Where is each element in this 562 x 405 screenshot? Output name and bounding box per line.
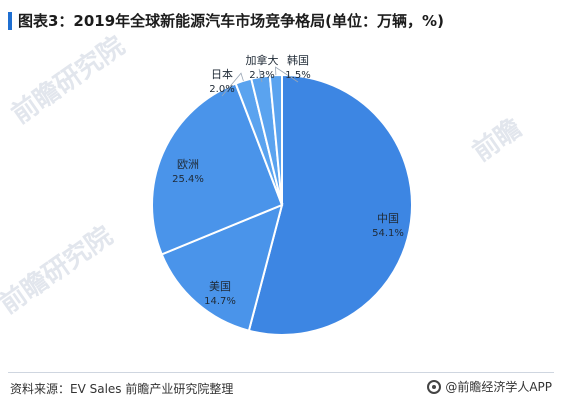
pie-label-value-2: 25.4% (172, 174, 204, 185)
brand-label: @前瞻经济学人APP (445, 380, 552, 394)
brand: @前瞻经济学人APP (427, 378, 552, 395)
chart-title: 图表3：2019年全球新能源汽车市场竞争格局(单位：万辆，%) (18, 12, 444, 30)
pie-chart: 中国 54.1% 美国 14.7% 欧洲 25.4% 日本 2.0% 加拿大 2.3% 韩国 1.5% (151, 53, 413, 336)
title-accent (8, 12, 12, 30)
pie-label-name-1: 美国 (209, 280, 231, 293)
brand-logo-icon (427, 379, 442, 394)
pie-leader-line-3 (221, 72, 244, 97)
pie-label-name-3: 日本 (211, 67, 233, 81)
pie-label-name-4: 加拿大 (246, 53, 279, 67)
source-note: 资料来源：EV Sales 前瞻产业研究院整理 (10, 382, 234, 396)
pie-slice-0 (247, 73, 413, 336)
pie-leader-lines (221, 66, 299, 97)
pie-slice-2 (151, 82, 284, 256)
pie-slice-1 (160, 203, 284, 332)
pie-label-value-5: 1.5% (285, 70, 310, 81)
pie-leader-line-4 (258, 68, 263, 83)
pie-labels: 中国 54.1% 美国 14.7% 欧洲 25.4% 日本 2.0% 加拿大 2.3% 韩国 1.5% (172, 53, 404, 307)
title-bar: 图表3：2019年全球新能源汽车市场竞争格局(单位：万辆，%) (0, 0, 562, 40)
pie-label-value-0: 54.1% (372, 228, 404, 239)
pie-label-value-3: 2.0% (209, 84, 234, 95)
pie-label-value-4: 2.3% (249, 70, 274, 81)
pie-label-value-1: 14.7% (204, 296, 236, 307)
footer-divider (8, 372, 554, 373)
footer: 资料来源：EV Sales 前瞻产业研究院整理 @前瞻经济学人APP (0, 372, 562, 405)
pie-label-name-0: 中国 (377, 212, 399, 225)
pie-leader-line-5 (275, 66, 299, 83)
pie-label-name-5: 韩国 (287, 53, 309, 67)
pie-label-name-2: 欧洲 (177, 158, 199, 171)
pie-slices (151, 73, 413, 336)
